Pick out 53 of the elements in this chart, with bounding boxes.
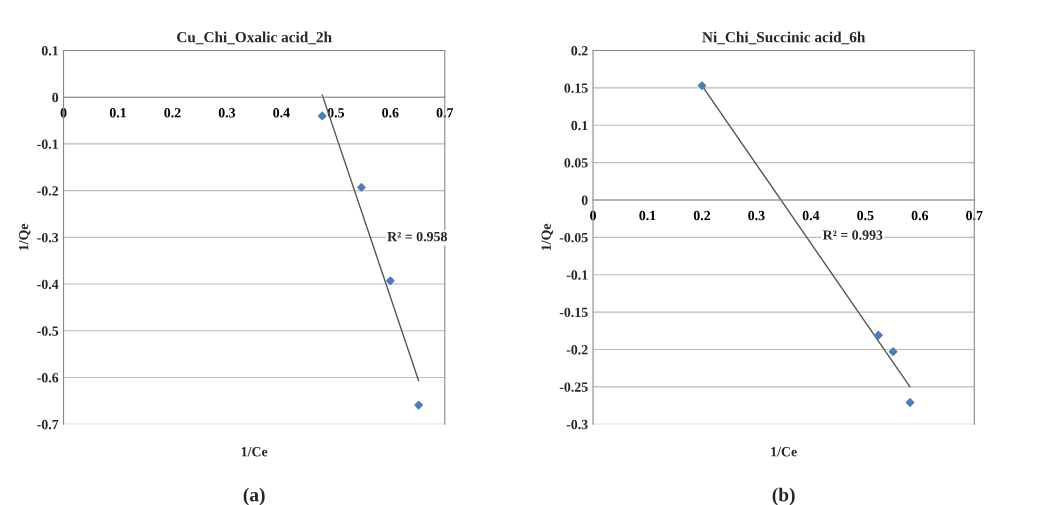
x-tick-label: 0.3 (218, 108, 236, 118)
x-tick-label: 0 (60, 108, 67, 118)
point (317, 111, 327, 121)
y-tick-label: -0.5 (37, 326, 59, 336)
chart-title: Ni_Chi_Succinic acid_6h (702, 31, 866, 45)
x-tick-label: 0 (590, 210, 596, 221)
y-tick-label: -0.15 (559, 307, 588, 318)
x-tick-label: 0.4 (802, 210, 820, 221)
y-tick-label: 0.15 (564, 83, 588, 93)
text: (b) (772, 487, 795, 505)
y-tick-label: 0.05 (564, 158, 588, 168)
x-axis-title: 1/Ce (771, 447, 797, 457)
x-tick-label: 0.6 (911, 210, 929, 221)
y-axis-title: 1/Qe (541, 223, 553, 251)
x-tick-label: 0.4 (273, 108, 290, 118)
y-tick-label: -0.7 (37, 419, 59, 430)
x-tick-label: 0.3 (748, 210, 765, 221)
x-tick-label: 0.7 (966, 210, 983, 221)
point (905, 398, 915, 407)
y-tick-label: -0.1 (566, 270, 588, 280)
y-tick-label: -0.3 (37, 232, 59, 243)
y-tick-label: -0.2 (37, 186, 59, 196)
y-tick-label: 0.2 (571, 46, 588, 56)
x-tick-label: 0.2 (164, 108, 181, 118)
y-tick-label: -0.3 (566, 419, 588, 430)
x-tick-label: 0.1 (109, 108, 126, 118)
y-axis-title: 1/Qe (18, 223, 31, 251)
x-tick-label: 0.1 (639, 210, 656, 221)
y-tick-label: 0 (52, 92, 59, 103)
point (385, 276, 395, 286)
point (874, 330, 883, 340)
y-tick-label: -0.2 (566, 345, 588, 355)
point (697, 81, 707, 90)
y-tick-label: -0.25 (559, 382, 588, 392)
x-tick-label: 0.6 (382, 108, 399, 118)
x-axis-title: 1/Ce (241, 447, 268, 457)
x-tick-label: 0.2 (693, 210, 711, 221)
y-tick-label: -0.6 (37, 373, 59, 383)
x-tick-label: 0.5 (857, 210, 874, 221)
y-tick-label: 0.1 (41, 46, 58, 56)
chart-title: Cu_Chi_Oxalic acid_2h (177, 31, 332, 45)
y-tick-label: 0 (581, 195, 588, 205)
point (357, 182, 366, 192)
x-tick-label: 0.7 (436, 108, 454, 118)
y-tick-label: 0.1 (571, 120, 588, 131)
y-tick-label: -0.05 (559, 232, 588, 243)
annotation: R² = 0.993 (822, 230, 883, 240)
annotation: R² = 0.958 (387, 231, 447, 242)
y-tick-label: -0.4 (37, 279, 59, 290)
point (888, 347, 898, 357)
text: (a) (243, 487, 265, 505)
y-tick-label: -0.1 (37, 139, 58, 149)
point (414, 400, 424, 410)
